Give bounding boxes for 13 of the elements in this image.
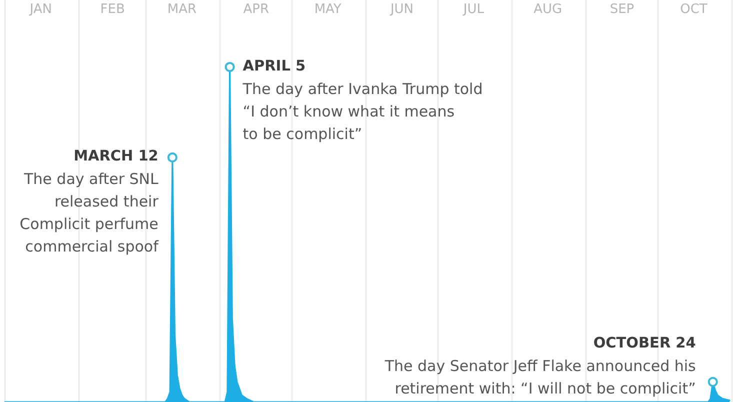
annotation: MARCH 12 The day after SNL released their Complicit perfume commercial spoof (20, 148, 160, 256)
x-tick-label: JUL (462, 2, 485, 17)
x-tick-label: MAY (314, 2, 342, 17)
x-tick-label: JAN (28, 2, 52, 17)
x-tick-label: OCT (680, 2, 708, 17)
x-tick-label: JUN (389, 2, 414, 17)
x-tick-label: APR (243, 2, 269, 17)
annotation: APRIL 5 The day after Ivanka Trump told “I don’t know what it means to be complicit” (242, 58, 483, 143)
x-tick-label: AUG (534, 2, 562, 17)
x-tick-label: SEP (610, 2, 634, 17)
x-tick-label: FEB (100, 2, 125, 17)
x-tick-label: MAR (167, 2, 197, 17)
annotation: OCTOBER 24 The day Senator Jeff Flake announced his retirement with: “I will not be complicit” (384, 336, 696, 398)
